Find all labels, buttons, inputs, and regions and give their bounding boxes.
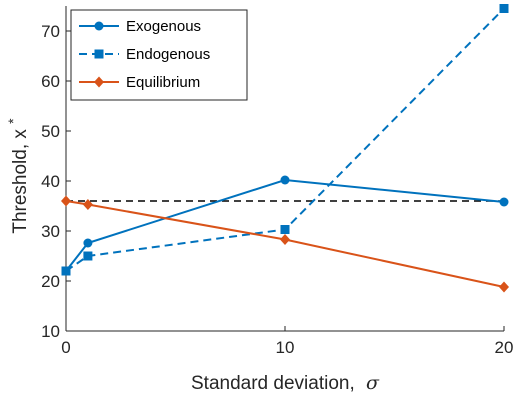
y-tick-label: 10: [41, 322, 60, 341]
legend-marker: [94, 21, 104, 31]
data-point-exogenous: [499, 197, 509, 207]
x-tick-label: 0: [61, 338, 70, 357]
y-tick-label: 50: [41, 122, 60, 141]
data-point-equilibrium: [61, 195, 71, 207]
y-tick-label: 30: [41, 222, 60, 241]
legend-label: Exogenous: [126, 18, 201, 35]
series-endogenous: [61, 4, 509, 276]
data-point-endogenous: [280, 225, 290, 234]
y-axis-label: Threshold, x *: [5, 118, 31, 234]
x-tick-label: 20: [495, 338, 514, 357]
data-point-endogenous: [499, 4, 509, 13]
y-tick-label: 40: [41, 172, 60, 191]
legend-marker: [94, 49, 104, 59]
y-axis-label-text: Threshold, x: [10, 129, 31, 234]
legend-entry-equilibrium: Equilibrium: [79, 74, 200, 91]
data-point-exogenous: [83, 238, 93, 248]
y-tick-label: 20: [41, 272, 60, 291]
series-line-equilibrium: [65, 200, 505, 288]
y-axis-label-superscript: *: [5, 118, 21, 124]
y-tick-label: 60: [41, 72, 60, 91]
data-point-exogenous: [280, 175, 290, 185]
x-tick-label: 10: [276, 338, 295, 357]
series-line-exogenous: [65, 178, 505, 272]
data-point-equilibrium: [280, 234, 290, 245]
data-point-endogenous: [61, 266, 71, 276]
x-axis-label-text: Standard deviation,: [191, 373, 355, 394]
series-equilibrium: [61, 195, 509, 293]
series-line-endogenous: [65, 7, 505, 272]
legend-label: Endogenous: [126, 46, 210, 63]
legend-entry-endogenous: Endogenous: [79, 46, 210, 63]
x-axis-label: Standard deviation, σ: [191, 372, 380, 394]
y-tick-label: 70: [41, 22, 60, 41]
legend: Exogenous Endogenous Equilibrium: [70, 9, 248, 101]
x-axis-label-symbol: σ: [366, 372, 380, 394]
legend-label: Equilibrium: [126, 74, 200, 91]
data-point-equilibrium: [82, 199, 93, 210]
series-lines: [61, 4, 509, 293]
legend-entry-exogenous: Exogenous: [79, 18, 201, 35]
legend-marker: [94, 76, 104, 88]
data-point-endogenous: [83, 251, 93, 261]
data-point-equilibrium: [499, 281, 509, 293]
